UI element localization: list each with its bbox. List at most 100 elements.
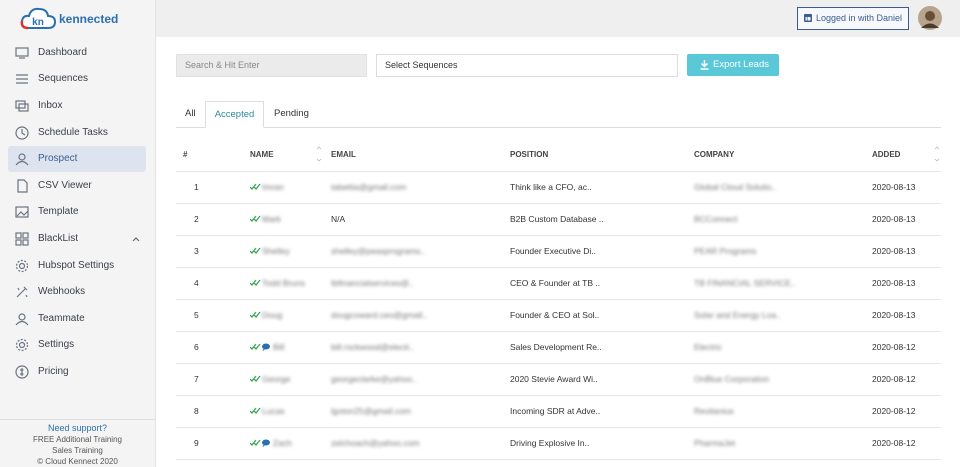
nav-label: Hubspot Settings: [38, 260, 115, 271]
nav-icon: [15, 232, 29, 246]
lead-email: georgeclarke@yahoo..: [331, 374, 417, 384]
tab[interactable]: Accepted: [205, 101, 264, 128]
nav-icon: [15, 259, 29, 273]
row-divider: [176, 331, 941, 332]
export-button[interactable]: Export Leads: [687, 54, 779, 76]
nav-item[interactable]: Settings: [8, 332, 146, 358]
nav-item[interactable]: Teammate: [8, 306, 146, 332]
tab[interactable]: Pending: [274, 108, 309, 119]
lead-name: Zach: [273, 438, 292, 448]
nav-item[interactable]: Webhooks: [8, 279, 146, 305]
lead-added: 2020-08-12: [872, 374, 916, 384]
status-icons: [250, 439, 270, 447]
status-icons: [250, 279, 261, 286]
sort-icon[interactable]: [934, 145, 940, 163]
nav-item[interactable]: Schedule Tasks: [8, 120, 146, 146]
nav-label: Dashboard: [38, 47, 87, 58]
status-icons: [250, 407, 261, 414]
support-link[interactable]: Need support?: [47, 423, 108, 433]
column-header[interactable]: POSITION: [510, 150, 549, 159]
lead-position: Driving Explosive In..: [510, 438, 590, 448]
sequence-select[interactable]: Select Sequences: [376, 54, 678, 77]
nav-icon: [16, 286, 28, 298]
sort-icon[interactable]: [316, 145, 322, 163]
lead-position: Think like a CFO, ac..: [510, 182, 592, 192]
lead-name: Mark: [262, 214, 281, 224]
lead-email: N/A: [331, 214, 346, 224]
lead-added: 2020-08-12: [872, 342, 916, 352]
row-divider: [176, 299, 941, 300]
lead-email: tbfinancialservices@..: [331, 278, 414, 288]
column-header[interactable]: COMPANY: [694, 150, 735, 159]
lead-company: TB FINANCIAL SERVICE..: [694, 278, 796, 288]
lead-added: 2020-08-12: [872, 438, 916, 448]
nav-item[interactable]: Sequences: [8, 66, 146, 92]
nav-item[interactable]: BlackList: [8, 226, 146, 252]
lead-email: shelley@peasprograms..: [331, 246, 426, 256]
row-number: 9: [194, 438, 199, 448]
row-divider: [176, 267, 941, 268]
nav-label: Sequences: [38, 73, 89, 84]
nav-label: Schedule Tasks: [38, 127, 108, 138]
status-icons: [250, 311, 261, 318]
nav-item[interactable]: Hubspot Settings: [8, 253, 146, 279]
nav-item[interactable]: Pricing: [8, 359, 146, 385]
row-number: 6: [194, 342, 199, 352]
column-header[interactable]: EMAIL: [331, 150, 356, 159]
column-header[interactable]: NAME: [250, 150, 274, 159]
lead-position: CEO & Founder at TB ..: [510, 278, 601, 288]
nav-icon: [15, 47, 29, 59]
leads-table: # NAME EMAIL POSITION COMPANY ADDED 1 Imran tabe…: [176, 139, 941, 467]
tabs-divider: [176, 127, 941, 128]
nav-item[interactable]: Prospect: [8, 146, 146, 172]
row-number: 2: [194, 214, 199, 224]
user-button-label: Logged in with Daniel: [816, 13, 903, 23]
status-icons: [250, 183, 261, 190]
nav-item[interactable]: Template: [8, 199, 146, 225]
tab[interactable]: All: [185, 108, 196, 119]
export-label: Export Leads: [713, 59, 769, 70]
lead-company: Electric: [694, 342, 722, 352]
row-number: 3: [194, 246, 199, 256]
lead-position: B2B Custom Database ..: [510, 214, 604, 224]
user-button[interactable]: Logged in with Daniel: [797, 7, 909, 30]
row-divider: [176, 395, 941, 396]
lead-added: 2020-08-13: [872, 310, 916, 320]
nav-icon: [15, 153, 29, 166]
sales-link[interactable]: Sales Training: [52, 446, 103, 455]
nav-item[interactable]: CSV Viewer: [8, 173, 146, 199]
avatar[interactable]: [918, 6, 942, 30]
lead-added: 2020-08-13: [872, 182, 916, 192]
lead-name: Shelley: [262, 246, 290, 256]
training-link[interactable]: FREE Additional Training: [33, 435, 122, 444]
row-divider: [176, 235, 941, 236]
lead-email: lgoton25@gmail.com: [331, 406, 411, 416]
lead-email: zelchoach@yahoo.com: [331, 438, 420, 448]
nav-icon: [15, 365, 29, 379]
column-header: #: [183, 150, 188, 159]
lead-company: Solar and Energy Loa..: [694, 310, 781, 320]
search-input[interactable]: Search & Hit Enter: [176, 54, 367, 77]
row-divider: [176, 203, 941, 204]
status-icons: [250, 247, 261, 254]
lead-added: 2020-08-13: [872, 246, 916, 256]
search-placeholder: Search & Hit Enter: [185, 60, 260, 70]
copyright: © Cloud Kennect 2020: [37, 457, 118, 466]
lead-position: Sales Development Re..: [510, 342, 602, 352]
logo-icon: kn: [20, 7, 57, 30]
lead-position: Founder & CEO at Sol..: [510, 310, 600, 320]
nav-label: Settings: [38, 339, 75, 350]
download-icon: [700, 60, 709, 70]
column-header[interactable]: ADDED: [872, 150, 901, 159]
nav-icon: [15, 206, 29, 218]
nav-item[interactable]: Dashboard: [8, 40, 146, 66]
nav-icon: [15, 100, 29, 112]
lead-company: BCConnect: [694, 214, 738, 224]
lead-company: Global Cloud Solutio..: [694, 182, 777, 192]
logo-mark: kn: [32, 17, 44, 28]
lead-position: Founder Executive Di..: [510, 246, 596, 256]
nav-label: Template: [38, 206, 79, 217]
top-bar: Logged in with Daniel: [156, 0, 960, 37]
nav-item[interactable]: Inbox: [8, 93, 146, 119]
